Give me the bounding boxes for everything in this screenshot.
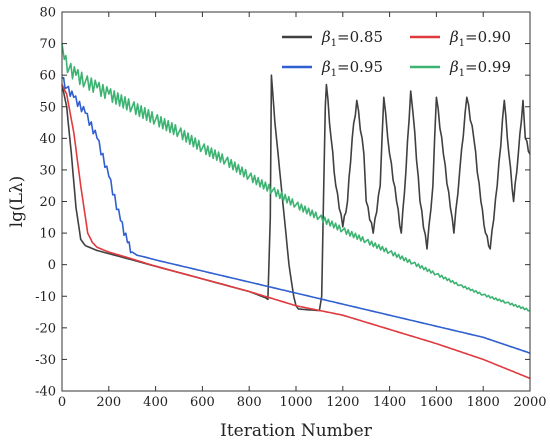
x-axis-label: Iteration Number [220,421,373,441]
y-tick-label-5: 10 [39,227,56,242]
x-tick-label-8: 1600 [420,395,453,410]
series-line-0 [61,74,531,312]
x-tick-label-0: 0 [58,395,66,410]
y-tick-label-10: 60 [39,69,56,84]
ticks-layer: 0 200 400 600 800 1000 1200 1400 1600 1800 2000-40… [35,6,546,411]
legend-label-1: β1=0.90 [449,28,511,49]
x-tick-label-1: 200 [96,395,121,410]
y-tick-label-11: 70 [39,37,56,52]
series-line-2 [61,76,531,354]
legend-label-2: β1=0.95 [321,58,383,79]
y-axis-label: lg(Lλ) [7,176,27,228]
y-tick-label-6: 20 [39,195,56,210]
y-tick-label-12: 80 [39,6,56,21]
y-tick-label-4: 0 [48,258,56,273]
series-line-3 [61,43,531,312]
y-tick-label-1: -30 [35,353,56,368]
x-tick-label-2: 400 [143,395,168,410]
legend: β1=0.85 β1=0.90 β1=0.95 β1=0.99 [282,28,511,79]
y-tick-label-7: 30 [39,163,56,178]
x-tick-label-6: 1200 [326,395,359,410]
x-tick-label-4: 800 [237,395,262,410]
series-layer [61,43,531,380]
x-tick-label-5: 1000 [279,395,312,410]
x-tick-label-10: 2000 [513,395,546,410]
y-tick-label-0: -40 [35,385,56,400]
y-tick-label-8: 40 [39,132,56,147]
series-line-1 [61,84,531,380]
legend-label-0: β1=0.85 [321,28,383,49]
y-tick-label-2: -20 [35,321,56,336]
x-tick-label-3: 600 [190,395,215,410]
y-tick-label-3: -10 [35,290,56,305]
x-tick-label-7: 1400 [373,395,406,410]
legend-label-3: β1=0.99 [449,58,511,79]
y-tick-label-9: 50 [39,100,56,115]
x-tick-label-9: 1800 [467,395,500,410]
